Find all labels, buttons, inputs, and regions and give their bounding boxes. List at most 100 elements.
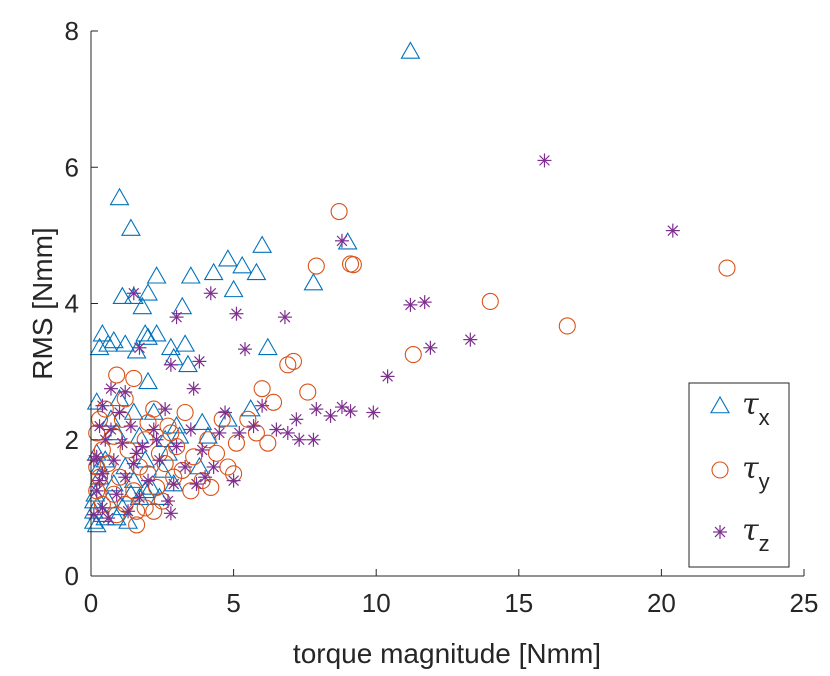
data-point-z bbox=[126, 286, 141, 301]
data-point-y bbox=[213, 410, 231, 428]
data-point-z bbox=[169, 310, 184, 325]
data-point-y bbox=[108, 366, 126, 384]
data-point-x bbox=[112, 286, 133, 304]
plot-background bbox=[91, 31, 804, 576]
data-point-x bbox=[103, 330, 124, 349]
data-point-z bbox=[129, 446, 144, 461]
data-point-z bbox=[198, 470, 213, 485]
data-point-y bbox=[176, 403, 194, 422]
x-tick-label: 25 bbox=[790, 588, 819, 618]
data-point-x bbox=[223, 279, 244, 298]
data-point-y bbox=[156, 455, 174, 473]
data-point-z bbox=[163, 506, 178, 521]
data-point-x bbox=[217, 249, 238, 267]
data-point-x bbox=[135, 324, 156, 342]
data-point-z bbox=[103, 422, 118, 437]
data-point-z bbox=[106, 453, 121, 468]
data-point-y bbox=[145, 502, 163, 520]
legend: τx τy τz bbox=[688, 382, 790, 568]
legend-label-y: τy bbox=[742, 451, 770, 494]
data-point-z bbox=[92, 419, 107, 434]
data-point-z bbox=[118, 470, 133, 485]
data-point-z bbox=[123, 419, 138, 434]
data-point-x bbox=[138, 283, 158, 301]
data-point-z bbox=[86, 453, 101, 468]
data-point-z bbox=[86, 507, 101, 522]
data-point-x bbox=[257, 337, 278, 356]
data-point-z bbox=[423, 340, 438, 355]
data-point-z bbox=[109, 487, 124, 502]
data-point-x bbox=[178, 354, 198, 373]
data-point-x bbox=[123, 402, 144, 420]
data-point-y bbox=[253, 380, 271, 398]
data-point-x bbox=[109, 187, 130, 206]
legend-marker-y bbox=[711, 461, 729, 479]
data-point-z bbox=[417, 295, 432, 310]
data-point-x bbox=[98, 334, 119, 352]
data-point-z bbox=[115, 436, 130, 451]
data-point-z bbox=[463, 332, 478, 347]
data-point-y bbox=[99, 455, 117, 473]
data-point-x bbox=[246, 262, 267, 281]
data-point-z bbox=[149, 432, 164, 447]
data-points bbox=[83, 41, 736, 534]
data-point-z bbox=[206, 460, 221, 474]
data-point-z bbox=[269, 422, 284, 437]
data-point-z bbox=[218, 405, 233, 420]
legend-box bbox=[688, 382, 790, 568]
y-tick-label: 8 bbox=[65, 16, 79, 46]
data-point-x bbox=[120, 218, 141, 236]
data-point-z bbox=[178, 460, 193, 474]
data-point-x bbox=[232, 255, 253, 274]
data-point-z bbox=[323, 408, 338, 423]
y-tick-label: 0 bbox=[65, 561, 79, 591]
data-point-x bbox=[146, 266, 167, 284]
data-point-z bbox=[665, 223, 680, 238]
series-x bbox=[83, 41, 421, 533]
data-point-x bbox=[240, 398, 261, 417]
data-point-x bbox=[118, 511, 139, 529]
data-point-z bbox=[280, 425, 295, 440]
data-point-z bbox=[163, 357, 178, 372]
data-point-y bbox=[239, 410, 257, 428]
data-point-y bbox=[193, 472, 211, 490]
x-tick-label: 0 bbox=[84, 588, 98, 618]
data-point-z bbox=[141, 473, 156, 488]
data-point-y bbox=[481, 292, 499, 311]
data-point-x bbox=[89, 337, 110, 356]
data-point-y bbox=[404, 346, 422, 364]
data-point-x bbox=[189, 456, 210, 475]
data-point-z bbox=[146, 422, 161, 437]
data-point-z bbox=[203, 286, 218, 301]
data-point-x bbox=[140, 477, 161, 495]
data-point-x bbox=[158, 443, 178, 461]
data-point-z bbox=[169, 439, 184, 454]
data-point-y bbox=[136, 499, 154, 517]
data-point-z bbox=[132, 340, 147, 355]
legend-marker-z bbox=[713, 525, 727, 539]
data-point-z bbox=[306, 432, 321, 447]
data-point-y bbox=[168, 438, 186, 456]
data-point-z bbox=[95, 500, 110, 515]
data-point-z bbox=[229, 306, 244, 321]
data-point-x bbox=[86, 392, 107, 410]
data-point-z bbox=[212, 425, 227, 440]
data-point-z bbox=[226, 473, 241, 488]
data-point-y bbox=[247, 424, 265, 442]
data-point-y bbox=[279, 356, 297, 374]
data-point-x bbox=[143, 402, 164, 420]
data-point-z bbox=[232, 425, 247, 440]
x-tick-label: 15 bbox=[504, 588, 533, 618]
series-z bbox=[86, 153, 680, 526]
data-point-y bbox=[128, 516, 146, 534]
data-point-y bbox=[307, 257, 325, 275]
data-point-z bbox=[334, 233, 349, 248]
data-point-z bbox=[403, 297, 418, 312]
data-point-y bbox=[259, 434, 277, 452]
data-point-x bbox=[203, 262, 224, 281]
data-point-y bbox=[96, 400, 114, 418]
data-point-z bbox=[95, 398, 110, 413]
legend-marker-x bbox=[710, 395, 730, 414]
y-axis-label: RMS [Nmm] bbox=[27, 227, 58, 379]
data-point-x bbox=[106, 422, 127, 441]
